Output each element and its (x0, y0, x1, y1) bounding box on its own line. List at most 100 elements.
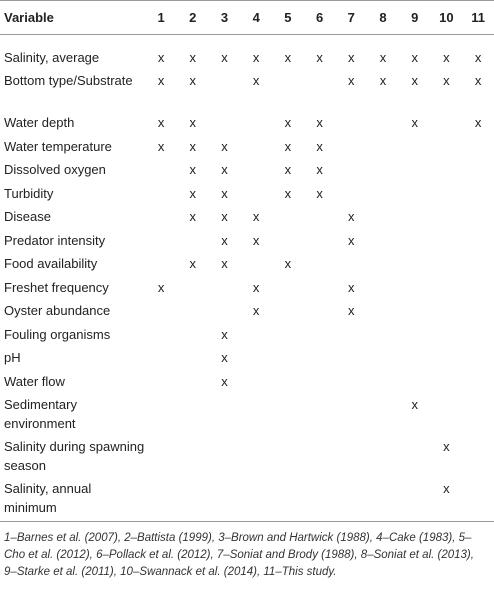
study-mark (240, 252, 272, 276)
spacer-row (0, 35, 494, 46)
footnote: 1–Barnes et al. (2007), 2–Battista (1999… (4, 532, 474, 578)
study-header: 10 (439, 10, 454, 25)
study-mark (145, 299, 177, 323)
study-mark (272, 477, 304, 522)
study-mark (209, 276, 241, 300)
study-mark: x (189, 162, 197, 177)
study-mark (399, 135, 431, 159)
study-mark: x (348, 232, 355, 248)
table-row: Food availability x x x (0, 252, 494, 276)
study-mark (335, 393, 367, 435)
study-mark (304, 346, 336, 370)
study-mark (399, 158, 431, 182)
study-mark (399, 435, 431, 477)
study-mark (272, 323, 304, 347)
study-mark (431, 346, 463, 370)
study-mark: x (221, 350, 228, 365)
study-mark (272, 299, 304, 323)
study-mark (431, 323, 463, 347)
study-mark (399, 299, 431, 323)
study-mark: x (348, 279, 355, 295)
study-mark (304, 205, 336, 229)
study-mark (145, 182, 177, 206)
study-mark (145, 477, 177, 522)
study-mark: x (348, 209, 355, 224)
study-mark (367, 182, 399, 206)
table-body: Salinity, average x x x x x x x x x x x Bottom type/… (0, 35, 494, 522)
study-mark (240, 346, 272, 370)
study-mark: x (189, 209, 197, 224)
study-mark (177, 370, 209, 394)
study-mark: x (348, 49, 355, 65)
study-mark (177, 477, 209, 522)
study-header: 6 (315, 10, 324, 25)
study-mark (304, 69, 336, 111)
study-header: 8 (379, 10, 387, 25)
study-mark: x (157, 73, 165, 88)
study-mark: x (284, 162, 292, 177)
study-mark: x (221, 185, 228, 201)
study-mark (272, 69, 304, 111)
study-mark (399, 370, 431, 394)
study-mark (272, 205, 304, 229)
study-mark (177, 393, 209, 435)
study-mark: x (189, 256, 197, 271)
table-row: Oyster abundance x x (0, 299, 494, 323)
variable-label: Water temperature (4, 138, 112, 154)
variable-label: Disease (4, 209, 51, 224)
study-mark: x (379, 73, 387, 88)
study-mark (431, 205, 463, 229)
study-mark (177, 435, 209, 477)
study-header: 9 (411, 10, 419, 25)
study-mark (177, 299, 209, 323)
study-mark: x (221, 162, 228, 177)
study-mark: x (284, 115, 292, 130)
footnote-reference: Cho et al. (2012) (4, 549, 90, 561)
study-mark (304, 477, 336, 522)
study-mark (462, 435, 494, 477)
study-mark (304, 370, 336, 394)
study-mark (399, 182, 431, 206)
study-mark (240, 182, 272, 206)
study-mark (335, 323, 367, 347)
footnote-number: 11 (263, 566, 276, 578)
study-mark (367, 205, 399, 229)
study-mark: x (284, 256, 292, 271)
variable-label: Salinity, annual minimum (4, 481, 92, 515)
study-mark: x (316, 185, 323, 201)
study-mark (367, 299, 399, 323)
study-mark: x (221, 373, 228, 389)
variable-label: Sedimentary environment (4, 397, 77, 431)
footnote-reference: Cake (1983) (388, 532, 453, 544)
study-mark (399, 276, 431, 300)
study-mark: x (221, 49, 228, 65)
study-mark (367, 346, 399, 370)
study-mark (209, 111, 241, 135)
study-mark (431, 182, 463, 206)
study-mark (367, 323, 399, 347)
variable-label: Predator intensity (4, 232, 106, 248)
study-mark (462, 370, 494, 394)
variable-label: Water depth (4, 115, 75, 130)
study-mark (304, 393, 336, 435)
study-mark (335, 477, 367, 522)
study-mark: x (443, 73, 450, 88)
study-mark: x (316, 138, 323, 154)
study-mark: x (284, 185, 292, 201)
study-mark (145, 252, 177, 276)
study-mark: x (411, 73, 418, 88)
study-mark (272, 346, 304, 370)
study-mark: x (474, 49, 482, 65)
footnote-reference: This study. (281, 566, 337, 578)
study-mark: x (252, 232, 260, 248)
study-mark (272, 229, 304, 253)
study-mark (240, 477, 272, 522)
variable-label: Oyster abundance (4, 303, 111, 318)
study-mark: x (348, 73, 355, 88)
study-mark (177, 276, 209, 300)
variable-label: pH (4, 350, 21, 365)
variable-header: Variable (4, 10, 54, 25)
footnote-number: 1 (4, 532, 11, 544)
variable-label: Dissolved oxygen (4, 162, 106, 177)
